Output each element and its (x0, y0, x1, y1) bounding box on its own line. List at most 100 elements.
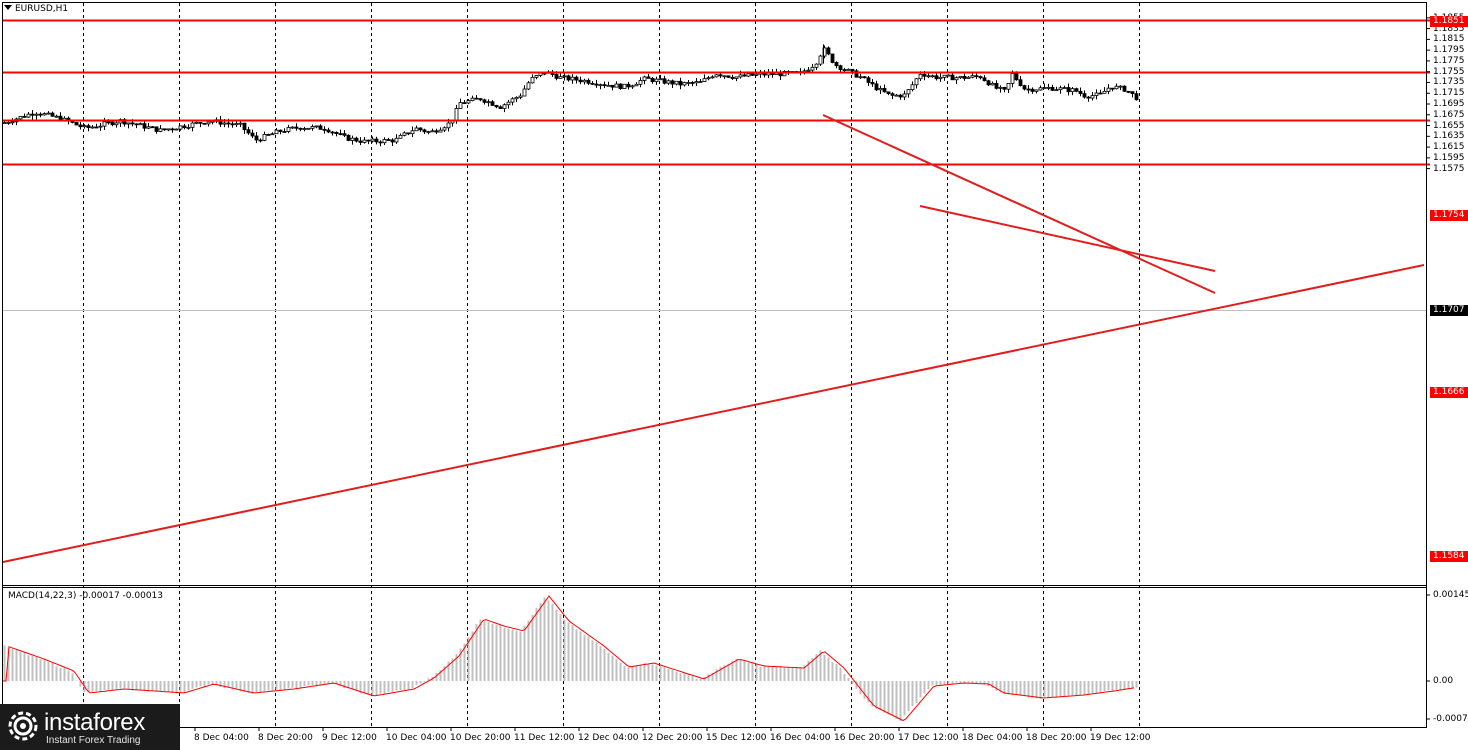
candle-body (2, 122, 7, 124)
candle-body (1106, 87, 1111, 92)
candle-body (526, 82, 531, 90)
candle-body (1046, 86, 1051, 89)
candle-body (914, 78, 919, 86)
candle-body (826, 47, 831, 55)
candle-body (830, 53, 835, 63)
candle-body (594, 83, 599, 86)
candle-body (414, 127, 419, 132)
time-tick-label: 8 Dec 20:00 (258, 733, 313, 743)
candle-body (582, 79, 587, 83)
candle-body (754, 73, 759, 76)
current-price-badge: 1.1707 (1430, 305, 1468, 316)
candle-body (162, 128, 167, 131)
candle-body (38, 113, 43, 116)
candle-body (126, 122, 131, 125)
candle-body (1098, 92, 1103, 95)
candle-body (954, 77, 959, 81)
candle-body (310, 126, 315, 129)
candle-body (966, 76, 971, 79)
price-tick-label: 1.1635 (1433, 131, 1465, 142)
candle-body (882, 88, 887, 93)
candle-body (994, 82, 999, 89)
candle-body (242, 122, 247, 131)
price-tick-label: 1.1815 (1433, 34, 1465, 45)
candle-body (998, 86, 1003, 89)
candle-body (934, 75, 939, 80)
time-tick-label: 17 Dec 12:00 (898, 733, 959, 743)
candle-body (726, 75, 731, 78)
candle-body (1130, 91, 1135, 95)
candle-body (386, 139, 391, 141)
candle-body (866, 77, 871, 83)
candle-body (114, 122, 119, 126)
candle-body (930, 75, 935, 78)
candle-body (1110, 87, 1115, 90)
candle-body (1034, 89, 1039, 92)
candle-body (326, 129, 331, 133)
candle-body (198, 121, 203, 124)
chart-menu-triangle-icon[interactable] (4, 5, 12, 10)
candle-body (566, 75, 571, 81)
chart-frame (2, 2, 1427, 728)
candle-body (1086, 96, 1091, 99)
candle-body (602, 84, 607, 87)
candle-body (422, 129, 427, 133)
time-tick-label: 10 Dec 20:00 (450, 733, 511, 743)
candle-body (706, 77, 711, 80)
price-tick-label: 1.1695 (1433, 99, 1465, 109)
candle-body (834, 62, 839, 67)
candle-body (1082, 93, 1087, 98)
candle-body (434, 130, 439, 133)
candle-body (314, 125, 319, 128)
macd-axis-label: -0.0007 (1433, 714, 1468, 724)
candle-body (666, 80, 671, 84)
candle-body (1114, 85, 1119, 90)
candle-body (294, 126, 299, 129)
candle-body (690, 82, 695, 84)
candle-body (1042, 87, 1047, 89)
candle-body (1078, 90, 1083, 94)
candle-body (478, 98, 483, 101)
candle-body (982, 77, 987, 82)
candle-body (570, 76, 575, 81)
candle-body (850, 68, 855, 72)
candle-body (6, 122, 11, 124)
candle-body (590, 82, 595, 85)
candle-body (370, 138, 375, 142)
candle-body (714, 74, 719, 78)
time-tick-label: 8 Dec 04:00 (194, 733, 249, 743)
candle-body (694, 81, 699, 84)
price-tick-label: 1.1835 (1433, 23, 1465, 34)
candle-body (470, 97, 475, 101)
candle-body (402, 132, 407, 136)
candle-body (186, 126, 191, 129)
candle-body (150, 126, 155, 129)
candle-body (238, 122, 243, 125)
candle-body (166, 128, 171, 131)
candle-body (446, 122, 451, 129)
candle-body (750, 73, 755, 76)
candle-body (194, 121, 199, 124)
price-tick-label: 1.1795 (1433, 45, 1465, 56)
candle-body (1006, 82, 1011, 90)
candle-body (1102, 90, 1107, 94)
candle-body (390, 139, 395, 143)
candle-body (86, 125, 91, 129)
price-tick-label: 1.1775 (1433, 55, 1465, 66)
candle-body (746, 73, 751, 77)
candle-body (394, 137, 399, 143)
candle-body (102, 121, 107, 127)
candle-body (1058, 87, 1063, 91)
candle-body (230, 123, 235, 126)
candle-body (22, 115, 27, 118)
candle-body (130, 122, 135, 125)
candle-body (810, 66, 815, 71)
candle-body (482, 99, 487, 103)
candle-body (26, 113, 31, 118)
candle-body (558, 76, 563, 79)
candle-body (658, 78, 663, 81)
candle-body (182, 125, 187, 129)
candle-body (430, 130, 435, 133)
candle-body (1122, 85, 1127, 92)
